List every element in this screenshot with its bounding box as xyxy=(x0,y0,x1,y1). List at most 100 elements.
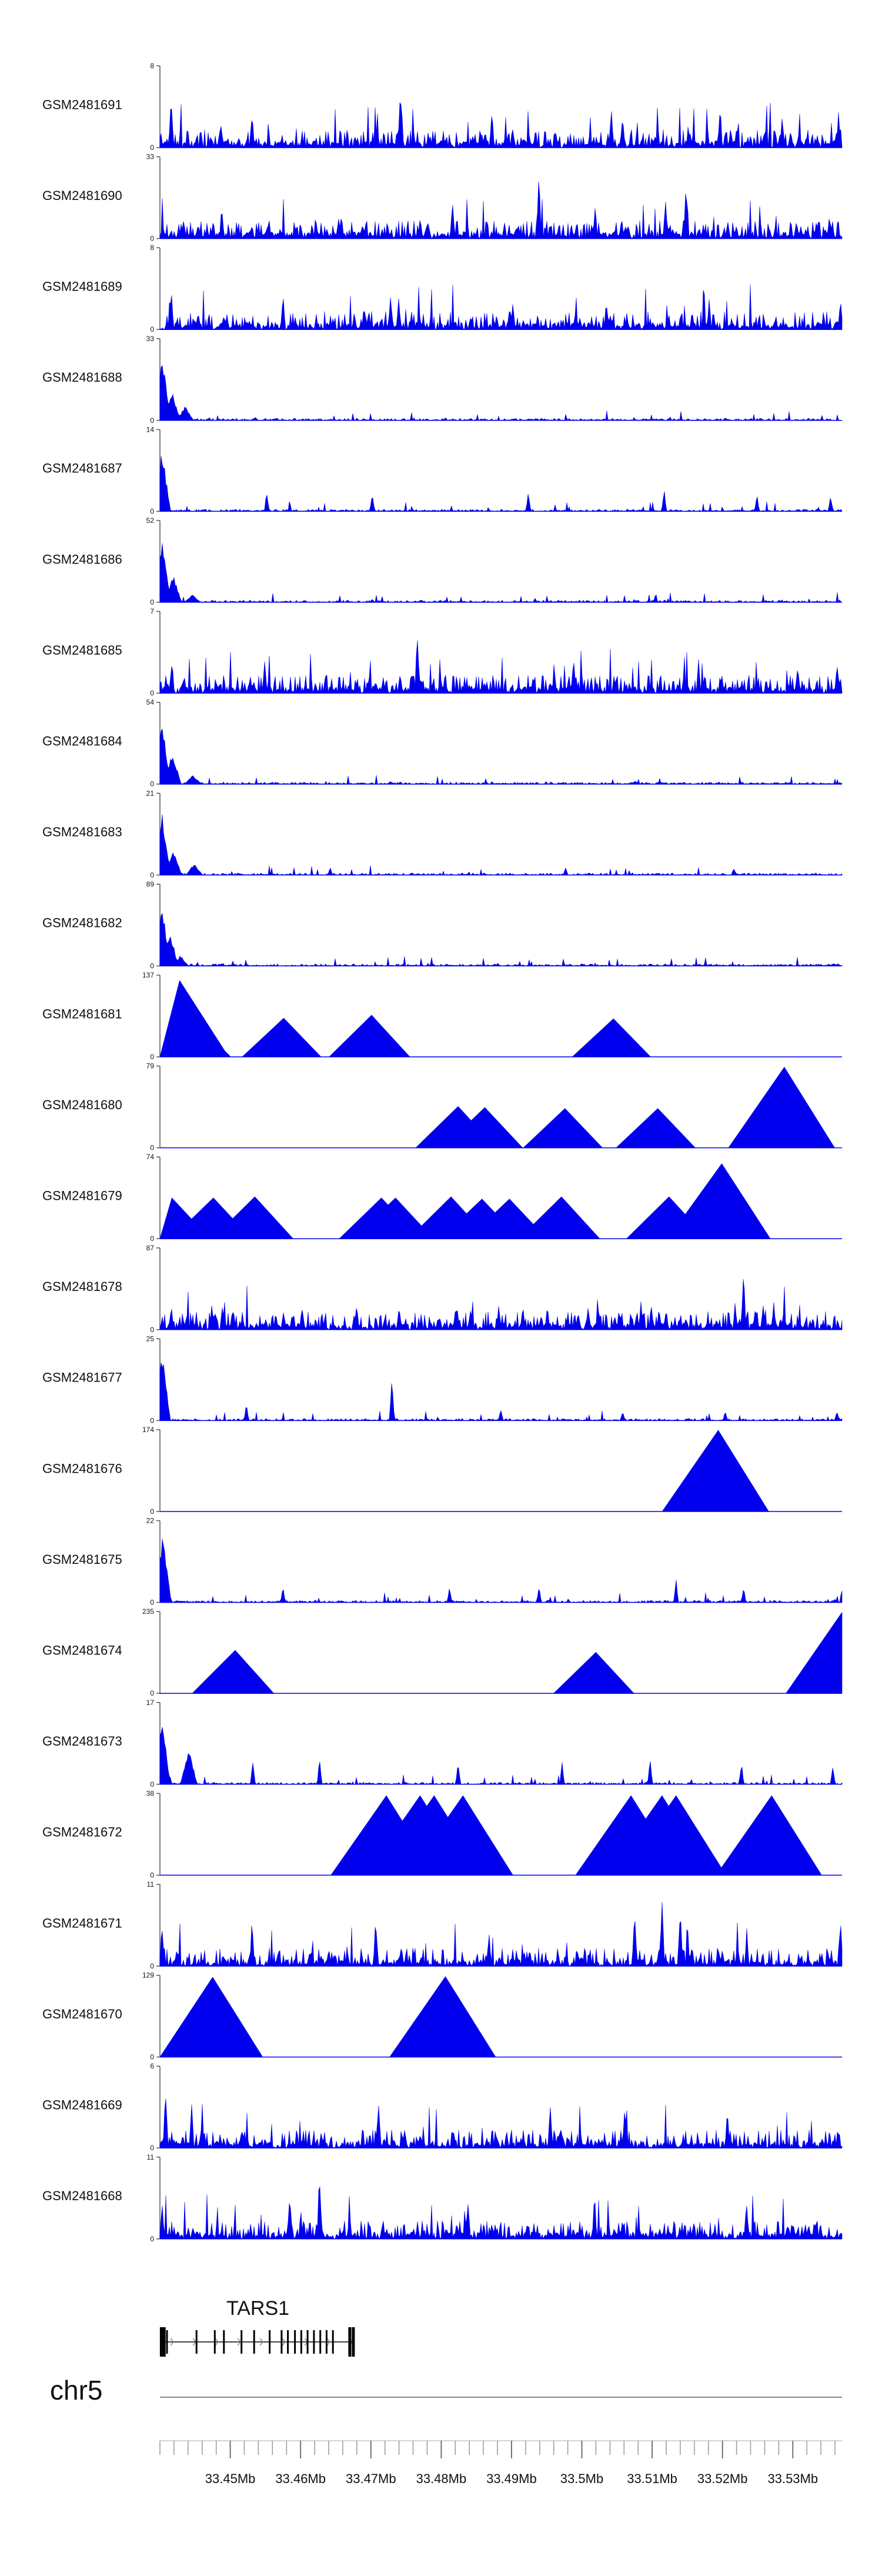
x-tick-label: 33.52Mb xyxy=(697,2471,748,2486)
y-min-label: 0 xyxy=(150,416,154,425)
signal-area xyxy=(415,1067,835,1148)
track-label: GSM2481676 xyxy=(42,1461,122,1476)
exon xyxy=(195,2330,198,2354)
track-GSM2481682: GSM2481682 89 0 xyxy=(42,880,843,970)
y-max-label: 174 xyxy=(142,1426,154,1434)
x-tick-label: 33.53Mb xyxy=(767,2471,818,2486)
y-min-label: 0 xyxy=(150,1962,154,1970)
y-min-label: 0 xyxy=(150,1780,154,1788)
exon xyxy=(280,2330,283,2354)
track-label: GSM2481675 xyxy=(42,1552,122,1567)
y-min-label: 0 xyxy=(150,1053,154,1061)
track-GSM2481689: GSM2481689 8 0 xyxy=(42,243,843,333)
track-GSM2481680: GSM2481680 79 0 xyxy=(42,1062,842,1152)
track-label: GSM2481673 xyxy=(42,1734,122,1749)
y-max-label: 38 xyxy=(146,1789,155,1797)
y-max-label: 79 xyxy=(146,1062,155,1070)
y-min-label: 0 xyxy=(150,1507,154,1516)
signal-area xyxy=(159,1976,496,2057)
track-GSM2481679: GSM2481679 74 0 xyxy=(42,1153,842,1243)
exon xyxy=(306,2330,309,2354)
signal-area xyxy=(159,1727,843,1785)
y-max-label: 14 xyxy=(146,425,155,433)
track-label: GSM2481686 xyxy=(42,552,122,566)
y-min-label: 0 xyxy=(150,1326,154,1334)
x-tick-label: 33.46Mb xyxy=(275,2471,326,2486)
y-min-label: 0 xyxy=(150,1871,154,1879)
genome-axis: chr5 33.45Mb 33.46Mb 33.47Mb 33.48Mb 33.49Mb 3… xyxy=(50,2375,842,2486)
signal-area xyxy=(159,1279,843,1330)
track-GSM2481675: GSM2481675 22 0 xyxy=(42,1517,843,1607)
exon xyxy=(294,2330,296,2354)
track-GSM2481668: GSM2481668 11 0 xyxy=(42,2153,843,2243)
y-max-label: 21 xyxy=(146,789,155,798)
track-label: GSM2481668 xyxy=(42,2188,122,2203)
strand-arrow xyxy=(259,2338,264,2346)
signal-area xyxy=(159,913,843,966)
y-min-label: 0 xyxy=(150,1416,154,1424)
signal-area xyxy=(159,1362,843,1421)
y-max-label: 33 xyxy=(146,153,155,161)
signal-area xyxy=(159,814,843,876)
y-max-label: 8 xyxy=(150,243,154,252)
y-min-label: 0 xyxy=(150,1599,154,1607)
y-max-label: 22 xyxy=(146,1517,155,1525)
y-min-label: 0 xyxy=(150,689,154,698)
track-GSM2481670: GSM2481670 129 0 xyxy=(42,1971,842,2061)
track-GSM2481677: GSM2481677 25 0 xyxy=(42,1334,843,1424)
x-tick-label: 33.49Mb xyxy=(486,2471,537,2486)
gene-name: TARS1 xyxy=(226,2297,289,2320)
y-min-label: 0 xyxy=(150,325,154,333)
y-max-label: 129 xyxy=(142,1971,154,1980)
y-max-label: 87 xyxy=(146,1244,155,1252)
y-max-label: 8 xyxy=(150,62,154,70)
x-tick-label: 33.45Mb xyxy=(205,2471,256,2486)
strand-arrow xyxy=(237,2338,242,2346)
signal-area xyxy=(159,365,843,421)
track-GSM2481673: GSM2481673 17 0 xyxy=(42,1699,843,1788)
track-label: GSM2481687 xyxy=(42,461,122,476)
signal-area xyxy=(192,1612,843,1694)
signal-area xyxy=(159,729,843,785)
exon xyxy=(319,2330,322,2354)
signal-area xyxy=(330,1795,822,1876)
y-max-label: 11 xyxy=(147,1880,155,1888)
y-max-label: 54 xyxy=(146,698,155,706)
exon xyxy=(348,2327,352,2357)
y-min-label: 0 xyxy=(150,780,154,788)
gene-panel: TARS1 xyxy=(159,2297,355,2357)
y-max-label: 17 xyxy=(146,1699,155,1707)
y-min-label: 0 xyxy=(150,871,154,879)
y-min-label: 0 xyxy=(150,1144,154,1152)
strand-arrow xyxy=(215,2338,219,2346)
signal-area xyxy=(159,980,651,1057)
track-label: GSM2481669 xyxy=(42,2098,122,2113)
track-label: GSM2481682 xyxy=(42,916,122,930)
track-GSM2481681: GSM2481681 137 0 xyxy=(42,971,842,1061)
x-tick-label: 33.5Mb xyxy=(560,2471,603,2486)
track-GSM2481671: GSM2481671 11 0 xyxy=(42,1880,843,1970)
y-max-label: 137 xyxy=(142,971,154,979)
x-tick-label: 33.48Mb xyxy=(416,2471,467,2486)
exon xyxy=(213,2330,216,2354)
exon xyxy=(325,2330,328,2354)
track-GSM2481686: GSM2481686 52 0 xyxy=(42,516,843,606)
y-max-label: 89 xyxy=(146,880,155,888)
y-max-label: 11 xyxy=(147,2153,155,2161)
track-label: GSM2481690 xyxy=(42,188,122,203)
track-GSM2481685: GSM2481685 7 0 xyxy=(42,608,843,698)
x-tick-label: 33.47Mb xyxy=(346,2471,396,2486)
track-label: GSM2481689 xyxy=(42,279,122,294)
y-min-label: 0 xyxy=(150,1689,154,1697)
track-label: GSM2481674 xyxy=(42,1643,122,1658)
x-tick-label: 33.51Mb xyxy=(627,2471,677,2486)
track-label: GSM2481685 xyxy=(42,643,122,658)
signal-area xyxy=(159,102,843,148)
track-GSM2481674: GSM2481674 235 0 xyxy=(42,1607,843,1697)
track-GSM2481691: GSM2481691 8 0 xyxy=(42,62,843,152)
track-label: GSM2481678 xyxy=(42,1279,122,1294)
exon xyxy=(166,2330,168,2354)
signal-area xyxy=(159,456,843,512)
y-min-label: 0 xyxy=(150,2053,154,2061)
